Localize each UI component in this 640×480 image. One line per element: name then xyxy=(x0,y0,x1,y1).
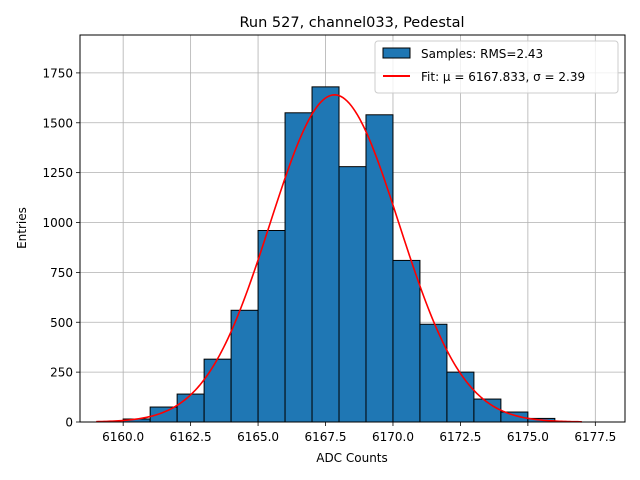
y-tick-label: 0 xyxy=(65,416,73,430)
y-tick-label: 500 xyxy=(50,316,73,330)
fit-curve-layer xyxy=(96,94,582,423)
histogram-bar xyxy=(203,358,232,423)
legend-box xyxy=(374,40,619,94)
histogram-bar xyxy=(338,166,367,423)
x-tick-label: 6167.5 xyxy=(305,430,347,444)
legend-histogram-swatch xyxy=(382,47,411,59)
x-axis-title: ADC Counts xyxy=(316,451,388,465)
x-axis-ticks: 6160.0 6162.5 6165.0 6167.5 6170.0 6172.5 6175… xyxy=(102,422,616,444)
histogram-bar xyxy=(257,229,286,423)
x-tick-label: 6175.0 xyxy=(507,430,549,444)
histogram-bar xyxy=(365,114,394,423)
y-axis-ticks: 0 250 500 750 1000 1250 1500 1750 xyxy=(42,66,80,430)
histogram-bar xyxy=(176,393,205,423)
y-axis-title: Entries xyxy=(15,207,29,249)
histogram-bar xyxy=(392,259,421,423)
legend-histogram-label: Samples: RMS=2.43 xyxy=(421,47,543,61)
y-tick-label: 1250 xyxy=(42,166,73,180)
histogram-bar xyxy=(419,323,448,423)
histogram-bar xyxy=(230,309,259,423)
histogram-bar xyxy=(311,86,340,423)
y-tick-label: 1000 xyxy=(42,216,73,230)
x-tick-label: 6170.0 xyxy=(372,430,414,444)
histogram-bar xyxy=(284,112,313,423)
y-tick-label: 1500 xyxy=(42,116,73,130)
x-tick-label: 6162.5 xyxy=(170,430,212,444)
legend: Samples: RMS=2.43 Fit: μ = 6167.833, σ =… xyxy=(374,40,619,94)
y-tick-label: 750 xyxy=(50,266,73,280)
fit-curve xyxy=(96,94,582,423)
legend-fit-label: Fit: μ = 6167.833, σ = 2.39 xyxy=(421,70,585,84)
histogram-bar xyxy=(149,406,178,423)
histogram-bar xyxy=(446,371,475,423)
plot-frame xyxy=(79,34,626,423)
y-tick-label: 1750 xyxy=(42,66,73,80)
y-tick-label: 250 xyxy=(50,366,73,380)
chart-title: Run 527, channel033, Pedestal xyxy=(239,15,464,31)
x-tick-label: 6177.5 xyxy=(574,430,616,444)
x-tick-label: 6165.0 xyxy=(237,430,279,444)
x-tick-label: 6172.5 xyxy=(439,430,481,444)
x-tick-label: 6160.0 xyxy=(102,430,144,444)
